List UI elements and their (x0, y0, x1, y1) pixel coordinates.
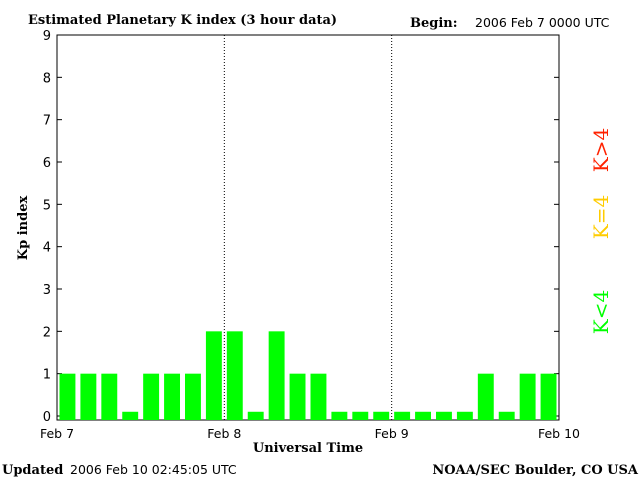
legend-item-k-greater-4: K>4 (589, 128, 613, 172)
x-tick-label: Feb 8 (207, 426, 241, 441)
y-tick-label: 2 (43, 325, 51, 340)
bar (540, 373, 557, 420)
y-tick-label: 4 (43, 241, 51, 256)
x-tick-label: Feb 7 (40, 426, 74, 441)
plot-frame (56, 34, 560, 421)
bar (122, 411, 139, 420)
begin-value: 2006 Feb 7 0000 UTC (475, 15, 610, 30)
bar (289, 373, 306, 420)
bar (310, 373, 327, 420)
x-axis-title: Universal Time (253, 441, 363, 456)
bar (185, 373, 201, 420)
bar (415, 411, 431, 420)
bar (519, 373, 536, 420)
legend-item-k-less-4: K<4 (589, 290, 613, 334)
bar (456, 411, 473, 420)
bar (352, 411, 369, 420)
updated-label: Updated (2, 463, 63, 478)
y-tick-label: 6 (43, 156, 51, 171)
legend-item-k-equal-4: K=4 (589, 195, 613, 239)
y-tick-label: 0 (43, 410, 51, 425)
y-tick-label: 8 (43, 71, 51, 86)
bar (59, 373, 76, 420)
bar (373, 411, 390, 420)
y-axis-title: Kp index (16, 196, 31, 261)
y-tick-label: 9 (43, 29, 51, 44)
bar (247, 411, 264, 420)
source-credit: NOAA/SEC Boulder, CO USA (432, 463, 639, 478)
y-tick-label: 1 (43, 368, 51, 383)
bar (331, 411, 348, 420)
y-tick-label: 3 (43, 283, 51, 298)
bar (436, 411, 452, 420)
bar (101, 373, 118, 420)
bar (205, 331, 222, 420)
bar (268, 331, 285, 420)
bar (394, 411, 411, 420)
bar (477, 373, 494, 420)
bar (143, 373, 160, 420)
bars (59, 331, 557, 420)
y-tick-label: 5 (43, 198, 51, 213)
bar (226, 331, 243, 420)
chart-title: Estimated Planetary K index (3 hour data… (28, 13, 337, 28)
x-tick-label: Feb 9 (375, 426, 409, 441)
x-axis-ticks: Feb 7 Feb 8 Feb 9 Feb 10 (40, 426, 580, 441)
bar (80, 373, 97, 420)
day-separators (223, 35, 393, 420)
legend: K<4 K=4 K>4 (589, 128, 613, 334)
bar (164, 373, 180, 420)
updated-value: 2006 Feb 10 02:45:05 UTC (70, 462, 237, 477)
bar (498, 411, 515, 420)
y-tick-label: 7 (43, 114, 51, 129)
x-tick-label: Feb 10 (538, 426, 580, 441)
y-axis-ticks: 0 1 2 3 4 5 6 7 8 9 (43, 29, 559, 425)
begin-label: Begin: (410, 16, 458, 31)
